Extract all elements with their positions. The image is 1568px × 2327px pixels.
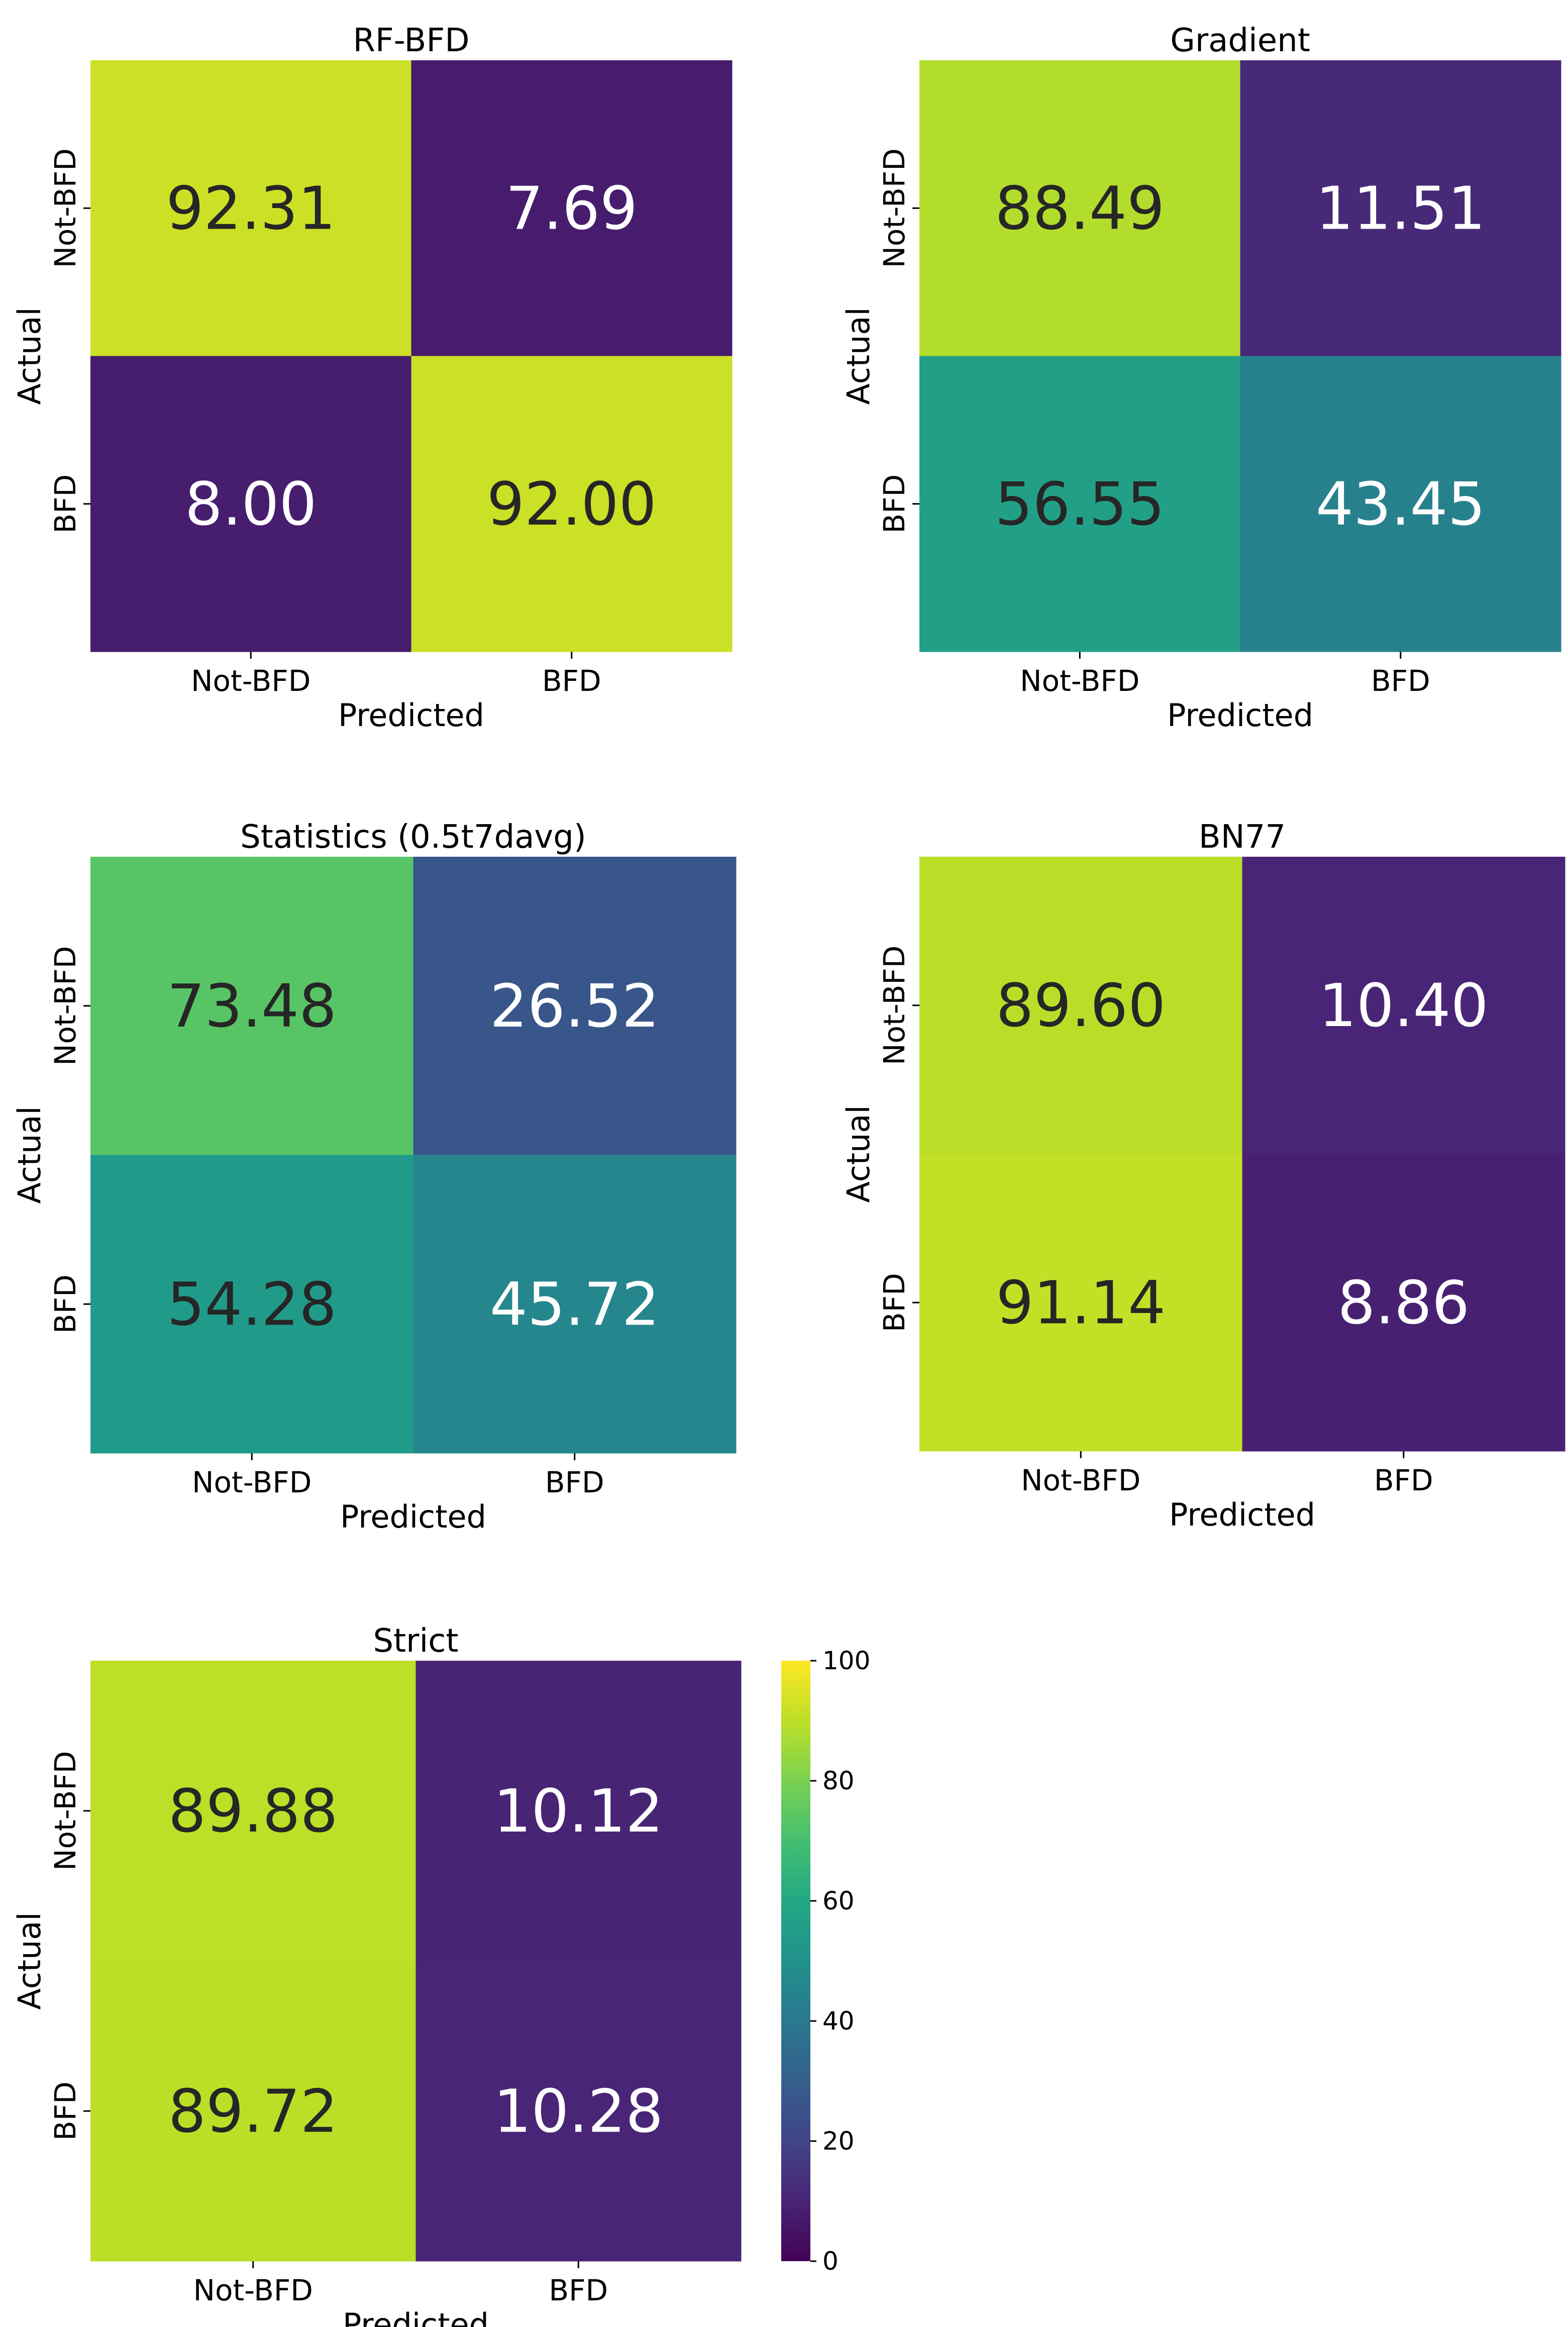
y-axis-label: Actual: [840, 1105, 877, 1202]
x-axis-label: Predicted: [1167, 697, 1313, 734]
y-tick-label: BFD: [48, 474, 82, 534]
x-tick-label: BFD: [549, 2273, 608, 2307]
x-tick-label: BFD: [1371, 664, 1430, 698]
heatmap-panel: 92.31 7.69 8.00 92.00 RF-BFD Not-BFD BFD Predic…: [11, 22, 733, 734]
cell-value-label: 56.55: [995, 469, 1165, 539]
heatmap-cell: [90, 1961, 416, 2262]
chart-title: Statistics (0.5t7davg): [240, 819, 586, 856]
x-axis-label: Predicted: [343, 2306, 489, 2327]
y-axis-label: Actual: [840, 307, 877, 404]
heatmap-cell: [90, 857, 413, 1155]
colorbar-tick-label: 80: [822, 1766, 855, 1795]
cell-value-label: 88.49: [995, 173, 1165, 243]
heatmap-cell: [413, 1155, 737, 1454]
heatmap-cell: [415, 1661, 742, 1961]
heatmap-cell: [90, 1155, 413, 1454]
y-axis-label: Actual: [11, 1912, 48, 2009]
heatmap-cell: [1242, 1154, 1565, 1452]
x-tick-label: BFD: [1374, 1463, 1433, 1497]
y-axis-label: Actual: [11, 1106, 48, 1203]
cell-value-label: 89.60: [996, 971, 1166, 1040]
cell-value-label: 45.72: [490, 1269, 660, 1339]
cell-value-label: 26.52: [490, 971, 660, 1041]
colorbar-tick-label: 40: [822, 2006, 855, 2036]
heatmap-cell: [90, 60, 411, 356]
y-tick-label: BFD: [877, 1273, 911, 1332]
colorbar-tick-label: 0: [822, 2247, 839, 2276]
chart-title: BN77: [1199, 819, 1286, 856]
y-tick-label: Not-BFD: [877, 946, 911, 1065]
colorbar-gradient: [781, 1661, 810, 2261]
cell-value-label: 54.28: [167, 1269, 337, 1339]
heatmap-panel: 89.88 10.12 89.72 10.28 Strict Not-BFD BFD Pred…: [11, 1623, 742, 2327]
heatmap-panel: 88.49 11.51 56.55 43.45 Gradient Not-BFD BFD Pr…: [840, 22, 1561, 734]
cell-value-label: 8.86: [1337, 1268, 1470, 1337]
y-tick-label: BFD: [877, 474, 911, 534]
cell-value-label: 7.69: [505, 173, 638, 243]
cell-value-label: 11.51: [1316, 173, 1486, 243]
y-tick-label: Not-BFD: [48, 1751, 82, 1871]
x-axis-label: Predicted: [338, 697, 484, 734]
x-tick-label: BFD: [545, 1465, 604, 1499]
heatmap-cell: [1240, 356, 1561, 652]
cell-value-label: 89.72: [168, 2076, 338, 2146]
x-tick-label: Not-BFD: [193, 2273, 313, 2307]
chart-title: RF-BFD: [353, 22, 469, 59]
heatmap-cell: [90, 1661, 416, 1961]
cell-value-label: 91.14: [996, 1268, 1166, 1337]
heatmap-cell: [1242, 857, 1565, 1154]
chart-title: Gradient: [1170, 22, 1310, 59]
x-tick-label: Not-BFD: [1021, 1463, 1140, 1497]
y-tick-label: BFD: [48, 2081, 82, 2141]
cell-value-label: 10.40: [1319, 971, 1489, 1040]
cell-value-label: 10.12: [493, 1776, 663, 1846]
heatmap-cell: [413, 857, 737, 1155]
x-axis-label: Predicted: [340, 1498, 486, 1535]
x-axis-label: Predicted: [1169, 1496, 1315, 1533]
x-tick-label: BFD: [542, 664, 601, 698]
x-tick-label: Not-BFD: [191, 664, 310, 698]
heatmap-cell: [919, 857, 1242, 1154]
y-tick-label: Not-BFD: [48, 946, 82, 1066]
cell-value-label: 92.31: [166, 173, 336, 243]
chart-title: Strict: [373, 1623, 458, 1660]
y-tick-label: Not-BFD: [48, 148, 82, 268]
colorbar-tick-label: 60: [822, 1886, 855, 1915]
y-tick-label: BFD: [48, 1274, 82, 1334]
heatmap-cell: [411, 356, 733, 652]
heatmap-cell: [919, 60, 1240, 356]
cell-value-label: 43.45: [1316, 469, 1486, 539]
heatmap-cell: [919, 356, 1240, 652]
cell-value-label: 10.28: [493, 2076, 663, 2146]
y-tick-label: Not-BFD: [877, 148, 911, 268]
heatmap-cell: [411, 60, 733, 356]
colorbar-tick-label: 20: [822, 2127, 855, 2156]
colorbar-tick-label: 100: [822, 1646, 870, 1675]
heatmap-panel: 73.48 26.52 54.28 45.72 Statistics (0.5t7dav…: [11, 819, 737, 1535]
x-tick-label: Not-BFD: [1020, 664, 1139, 698]
cell-value-label: 8.00: [185, 469, 317, 539]
heatmap-panel: 89.60 10.40 91.14 8.86 BN77 Not-BFD BFD Predict…: [840, 819, 1565, 1533]
heatmap-cell: [415, 1961, 742, 2262]
colorbar: 0 20 40 60 80 100: [781, 1646, 870, 2276]
x-tick-label: Not-BFD: [192, 1465, 311, 1499]
heatmap-cell: [90, 356, 411, 652]
y-axis-label: Actual: [11, 307, 48, 404]
cell-value-label: 92.00: [487, 469, 657, 539]
cell-value-label: 89.88: [168, 1776, 338, 1846]
heatmap-cell: [919, 1154, 1242, 1452]
cell-value-label: 73.48: [167, 971, 337, 1041]
heatmap-cell: [1240, 60, 1561, 356]
